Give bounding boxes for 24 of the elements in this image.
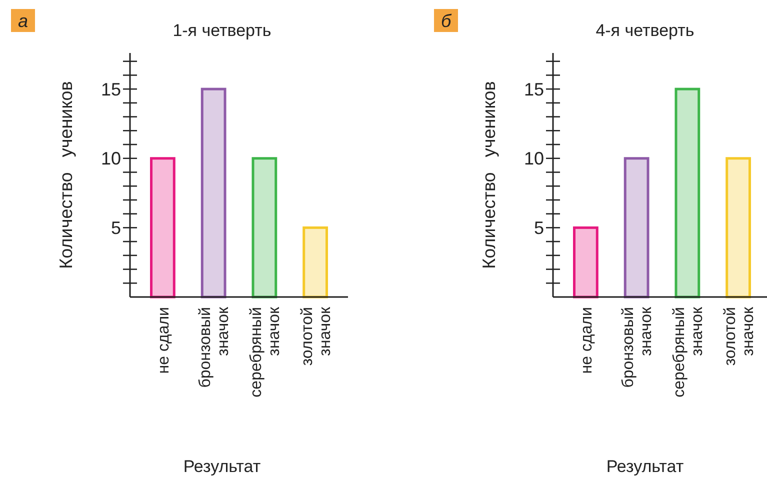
y-axis-title: Количество учеников bbox=[479, 81, 499, 269]
y-tick-label: 10 bbox=[524, 148, 544, 169]
chart-title: 4-я четверть bbox=[596, 21, 694, 40]
y-tick-label: 15 bbox=[100, 79, 121, 100]
x-tick-label: не сдали bbox=[155, 307, 172, 374]
bar bbox=[252, 157, 278, 298]
bar bbox=[200, 88, 226, 298]
y-tick-label: 15 bbox=[524, 79, 544, 100]
y-axis-title: Количество учеников bbox=[56, 81, 76, 269]
y-tick-label: 10 bbox=[100, 148, 121, 169]
y-tick-label: 5 bbox=[110, 218, 121, 238]
text: б bbox=[440, 11, 452, 31]
x-axis-title: Результат bbox=[606, 457, 684, 476]
bar bbox=[726, 157, 751, 298]
bar bbox=[674, 88, 700, 298]
bar bbox=[573, 226, 598, 298]
x-tick-label: не сдали bbox=[578, 307, 596, 374]
text: а bbox=[18, 11, 28, 31]
bar bbox=[624, 157, 650, 298]
bar bbox=[150, 157, 176, 298]
bar bbox=[302, 226, 328, 298]
chart-title: 1-я четверть bbox=[172, 21, 272, 40]
x-axis-title: Результат bbox=[183, 457, 261, 476]
y-tick-label: 5 bbox=[534, 218, 544, 238]
